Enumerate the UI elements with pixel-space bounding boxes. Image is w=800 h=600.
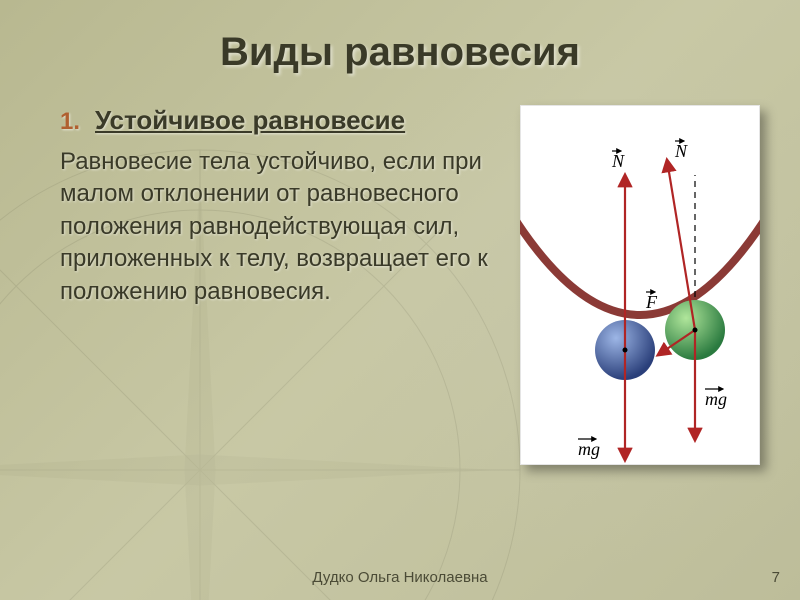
bullet-heading: 1. Устойчивое равновесие (60, 105, 500, 136)
footer-author: Дудко Ольга Николаевна (0, 569, 800, 586)
diagram-svg: N N Fmg mg (520, 105, 760, 465)
bullet-number: 1. (60, 108, 80, 136)
body-text: Равновесие тела устойчиво, если при мало… (60, 146, 500, 308)
text-column: 1. Устойчивое равновесие Равновесие тела… (40, 105, 500, 465)
svg-text:N: N (611, 151, 625, 171)
svg-text:N: N (674, 141, 688, 161)
physics-diagram: N N Fmg mg (520, 105, 760, 465)
slide-title: Виды равновесия (40, 30, 760, 75)
bullet-title: Устойчивое равновесие (95, 105, 405, 136)
svg-text:F: F (645, 292, 658, 312)
page-number: 7 (772, 569, 780, 586)
content-row: 1. Устойчивое равновесие Равновесие тела… (40, 105, 760, 465)
svg-text:mg: mg (705, 389, 727, 409)
svg-text:mg: mg (578, 439, 600, 459)
slide: Виды равновесия 1. Устойчивое равновесие… (0, 0, 800, 600)
